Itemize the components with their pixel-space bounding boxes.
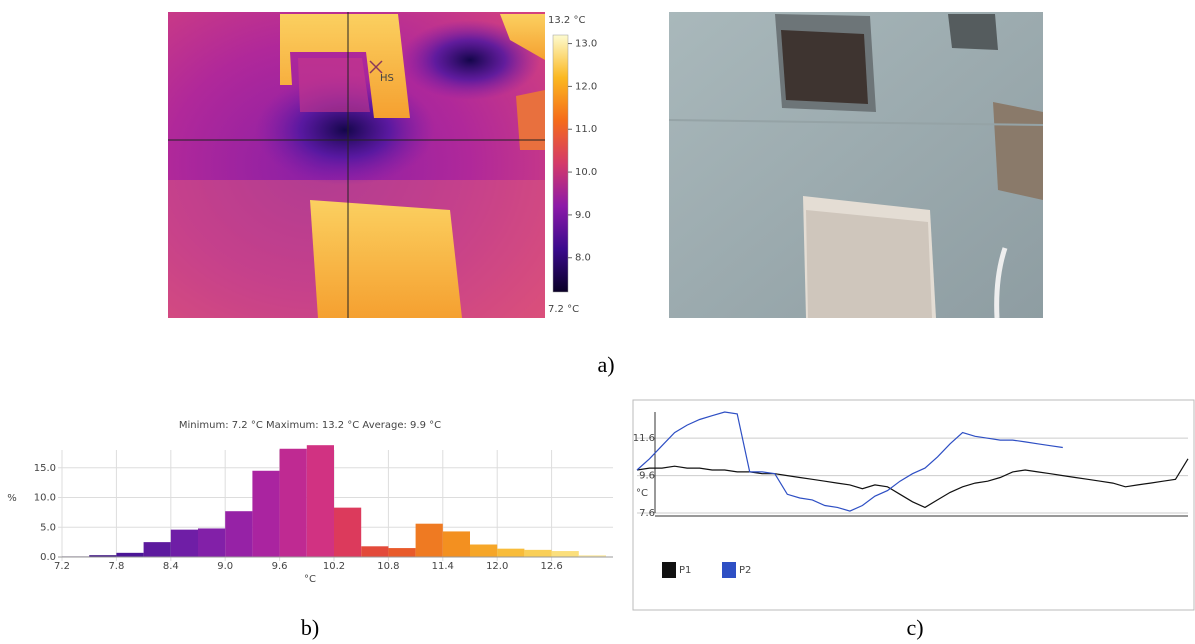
bar [143, 542, 171, 557]
bar [551, 551, 579, 557]
y-axis-label: % [7, 493, 17, 504]
y-tick-label: 5.0 [40, 522, 56, 533]
bar [470, 544, 498, 557]
caption: b) [301, 615, 319, 640]
thermal-image [168, 12, 545, 318]
x-tick-label: 9.0 [217, 561, 233, 572]
y-tick-label: 7.6 [639, 508, 655, 519]
caption: a) [597, 352, 614, 377]
y-tick-label: 15.0 [34, 463, 56, 474]
bar [442, 531, 470, 557]
x-tick-label: 12.0 [486, 561, 508, 572]
line-series [636, 411, 1063, 512]
bar [497, 548, 525, 557]
x-tick-label: 11.4 [432, 561, 454, 572]
legend-label: P1 [679, 565, 691, 576]
bar [225, 511, 253, 557]
bar [116, 552, 144, 557]
colorbar-tick-label: 12.0 [575, 81, 597, 92]
bar [415, 523, 443, 557]
colorbar-tick-label: 13.0 [575, 39, 597, 50]
bar [578, 555, 606, 557]
photo [668, 12, 1044, 319]
bar [334, 507, 362, 557]
bar [252, 470, 280, 557]
y-tick-label: 10.0 [34, 493, 56, 504]
bar [89, 555, 117, 557]
legend-swatch [662, 562, 676, 578]
x-tick-label: 9.6 [272, 561, 288, 572]
bar [306, 445, 334, 557]
colorbar-tick-label: 11.0 [575, 124, 597, 135]
bar [388, 548, 416, 557]
line-series [636, 458, 1189, 509]
bar [524, 549, 552, 557]
chart-title: Minimum: 7.2 °C Maximum: 13.2 °C Average… [179, 420, 441, 431]
caption: c) [906, 615, 923, 640]
chart-c-frame [632, 399, 1195, 611]
legend-label: P2 [739, 565, 751, 576]
bar [170, 529, 198, 557]
colorbar-tick-label: 10.0 [575, 167, 597, 178]
colorbar-max-label: 13.2 °C [548, 15, 585, 26]
x-tick-label: 8.4 [163, 561, 179, 572]
legend-swatch [722, 562, 736, 578]
colorbar-tick-label: 8.0 [575, 253, 591, 264]
x-tick-label: 7.8 [108, 561, 124, 572]
x-tick-label: 10.8 [377, 561, 399, 572]
bar [198, 528, 226, 557]
y-tick-label: 11.6 [633, 433, 655, 444]
x-tick-label: 7.2 [54, 561, 70, 572]
colorbar-tick-label: 9.0 [575, 210, 591, 221]
bar [279, 448, 307, 557]
x-axis-label: °C [304, 574, 316, 585]
x-tick-label: 10.2 [323, 561, 345, 572]
y-axis-label: °C [636, 488, 648, 499]
x-tick-label: 12.6 [540, 561, 562, 572]
colorbar-min-label: 7.2 °C [548, 304, 579, 315]
marker-label: HS [380, 73, 394, 84]
colorbar [552, 34, 569, 293]
bar [361, 546, 389, 557]
y-tick-label: 9.6 [639, 471, 655, 482]
y-tick-label: 0.0 [40, 552, 56, 563]
